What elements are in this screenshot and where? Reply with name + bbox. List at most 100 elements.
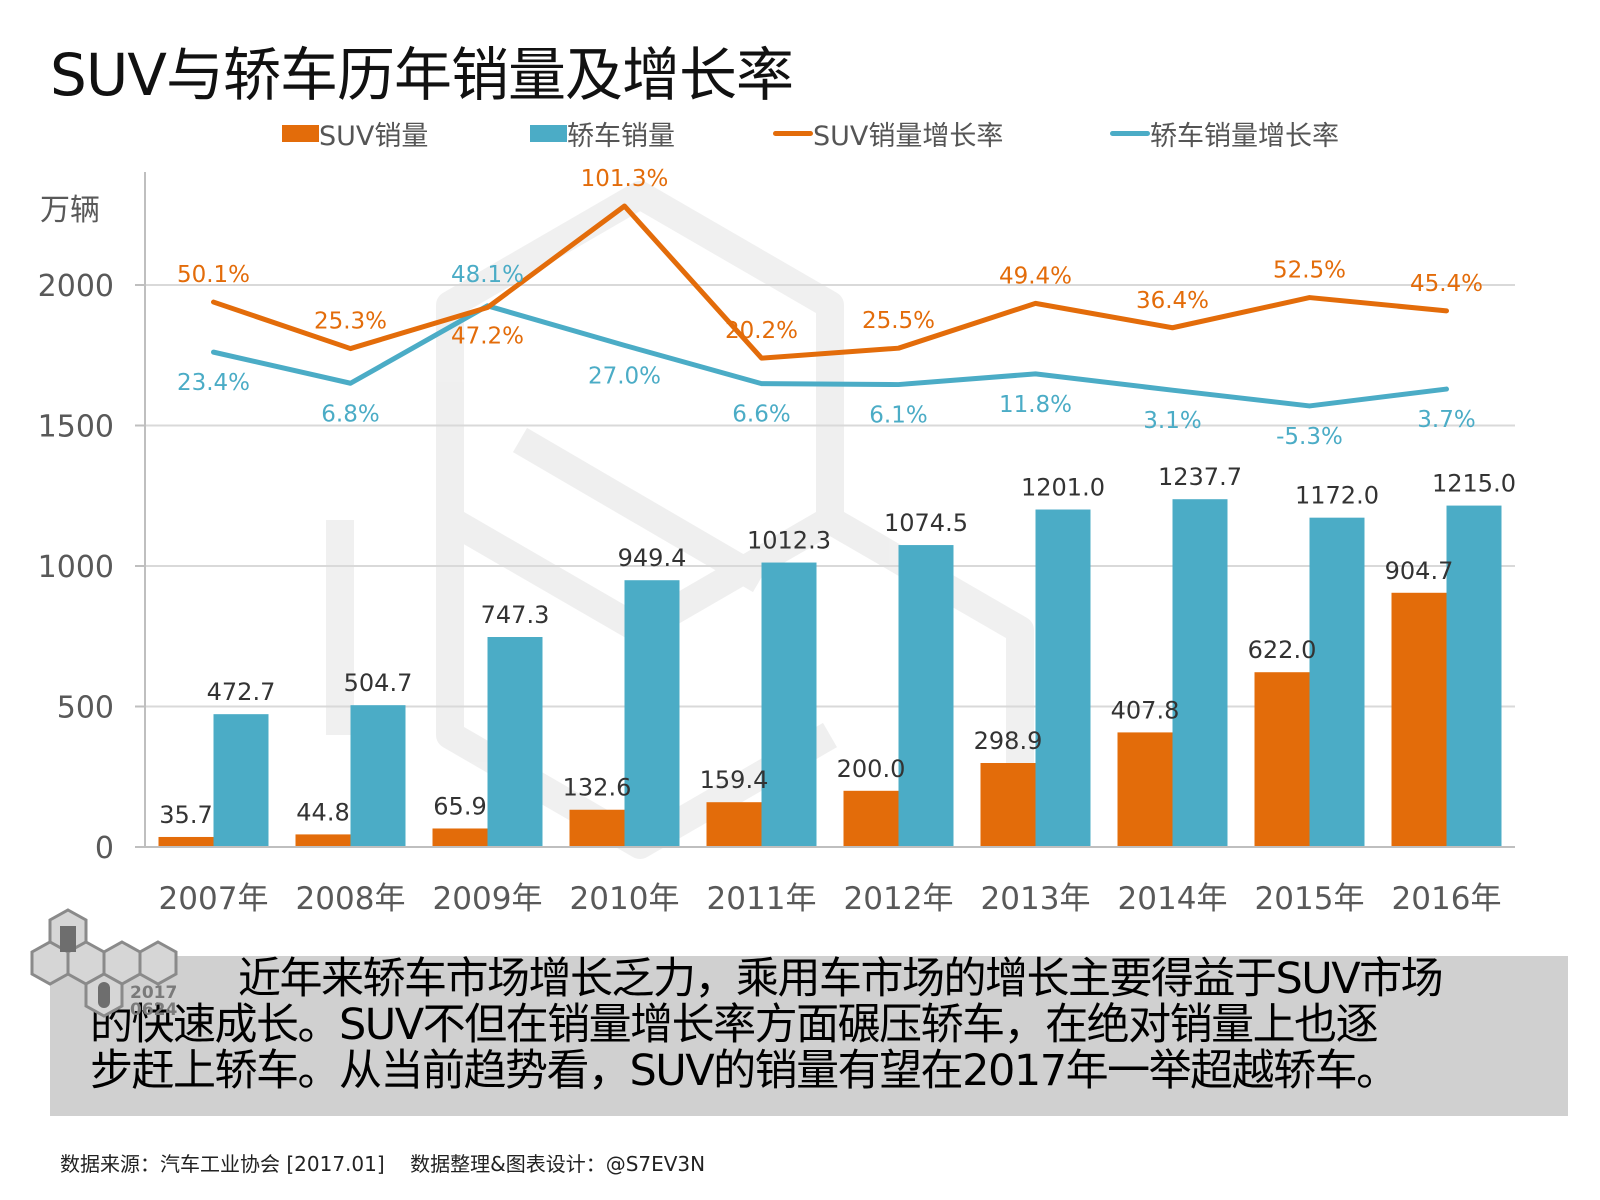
- legend-label: 轿车销量: [567, 121, 675, 152]
- legend-item-suv-growth: SUV销量增长率: [773, 114, 1003, 153]
- bar-suv-sales: [1391, 592, 1447, 847]
- bar-sedan-sales: [1309, 517, 1365, 847]
- legend-item-sedan-sales: 轿车销量: [530, 114, 675, 153]
- data-label-suv-growth: 47.2%: [451, 324, 524, 350]
- summary-line-3: 步赶上轿车。从当前趋势看，SUV的销量有望在2017年一举超越轿车。: [90, 1046, 1399, 1096]
- s7ev3n-logo-icon: [30, 908, 178, 1018]
- x-tick-label: 2014年: [1118, 881, 1228, 917]
- data-label-sedan-growth: 23.4%: [177, 370, 250, 396]
- y-axis: 0 500 1000 1500 2000 万辆: [38, 172, 146, 866]
- data-label-sedan-growth: 6.8%: [321, 401, 379, 427]
- legend-swatch-suv-sales: [282, 125, 319, 142]
- logo-date-line-2: 0624: [130, 1000, 178, 1020]
- logo-date: 2017 0624: [130, 985, 177, 1019]
- data-label-sedan-sales: 472.7: [207, 678, 276, 706]
- x-tick-label: 2011年: [707, 881, 817, 917]
- bar-suv-sales: [1117, 732, 1173, 847]
- x-tick-label: 2009年: [433, 881, 543, 917]
- x-tick-label: 2008年: [296, 881, 406, 917]
- bar-sedan-sales: [624, 580, 680, 847]
- bars: [158, 499, 1502, 847]
- line-sedan-growth: [211, 303, 1449, 409]
- data-label-sedan-sales: 1201.0: [1021, 474, 1105, 502]
- legend-swatch-sedan-growth: [1110, 131, 1150, 136]
- data-label-suv-growth: 25.5%: [862, 308, 935, 334]
- legend-label: SUV销量增长率: [813, 121, 1004, 152]
- y-tick-label: 2000: [38, 269, 114, 304]
- legend-swatch-sedan-sales: [530, 125, 567, 142]
- bar-sedan-sales: [1035, 509, 1091, 847]
- bar-sedan-sales: [487, 637, 543, 847]
- data-label-suv-growth: 49.4%: [999, 263, 1072, 289]
- data-label-suv-growth: 50.1%: [177, 262, 250, 288]
- bar-sedan-sales: [898, 545, 954, 847]
- data-label-sedan-growth: 6.1%: [869, 403, 927, 429]
- data-label-sedan-growth: -5.3%: [1276, 424, 1343, 450]
- y-axis-unit-label: 万辆: [40, 193, 100, 228]
- x-tick-label: 2010年: [570, 881, 680, 917]
- bar-suv-sales: [158, 836, 214, 847]
- summary-text: 近年来轿车市场增长乏力，乘用车市场的增长主要得益于SUV市场 的快速成长。SUV…: [90, 956, 1570, 1094]
- bar-sedan-sales: [761, 562, 817, 847]
- y-tick-label: 1000: [38, 550, 114, 585]
- data-label-suv-sales: 35.7: [159, 801, 212, 829]
- data-label-suv-sales: 44.8: [296, 798, 349, 826]
- data-label-sedan-growth: 27.0%: [588, 363, 661, 389]
- bar-sedan-sales: [213, 714, 269, 847]
- data-label-sedan-sales: 504.7: [344, 669, 413, 697]
- summary-line-1: 近年来轿车市场增长乏力，乘用车市场的增长主要得益于SUV市场: [238, 954, 1444, 1004]
- x-axis: 2007年 2008年 2009年 2010年 2011年 2012年 2013年 2014年…: [145, 846, 1515, 917]
- data-label-sedan-sales: 1012.3: [747, 527, 831, 555]
- chart-title: SUV与轿车历年销量及增长率: [50, 41, 794, 109]
- x-tick-label: 2015年: [1255, 881, 1365, 917]
- y-tick-label: 500: [57, 691, 114, 726]
- y-tick-label: 1500: [38, 410, 114, 445]
- bar-suv-sales: [980, 763, 1036, 847]
- bar-sedan-sales: [350, 705, 406, 847]
- data-label-sedan-growth: 6.6%: [732, 402, 790, 428]
- data-label-sedan-sales: 1074.5: [884, 509, 968, 537]
- data-label-sedan-sales: 1172.0: [1295, 482, 1379, 510]
- bar-sedan-sales: [1446, 505, 1502, 847]
- logo-date-line-1: 2017: [130, 983, 178, 1003]
- data-label-sedan-growth: 48.1%: [451, 262, 524, 288]
- bar-suv-sales: [706, 802, 762, 847]
- data-label-sedan-sales: 1215.0: [1432, 470, 1516, 498]
- x-tick-label: 2007年: [159, 881, 269, 917]
- data-label-suv-sales: 407.8: [1111, 696, 1180, 724]
- data-label-sedan-sales: 949.4: [618, 544, 687, 572]
- x-tick-label: 2016年: [1392, 881, 1502, 917]
- bar-suv-sales: [1254, 672, 1310, 847]
- legend-label: 轿车销量增长率: [1150, 121, 1339, 152]
- growth-lines: [211, 203, 1449, 409]
- legend-swatch-suv-growth: [773, 131, 813, 136]
- data-label-sedan-growth: 11.8%: [999, 392, 1072, 418]
- legend-item-suv-sales: SUV销量: [282, 114, 428, 153]
- y-tick-label: 0: [95, 831, 114, 866]
- bar-suv-sales: [432, 828, 488, 847]
- data-label-suv-growth: 20.2%: [725, 318, 798, 344]
- data-label-sedan-sales: 1237.7: [1158, 463, 1242, 491]
- summary-line-2: 的快速成长。SUV不但在销量增长率方面碾压轿车，在绝对销量上也逐: [90, 1000, 1379, 1050]
- legend-item-sedan-growth: 轿车销量增长率: [1110, 114, 1339, 153]
- x-tick-label: 2012年: [844, 881, 954, 917]
- data-label-suv-sales: 200.0: [837, 755, 906, 783]
- data-label-suv-growth: 52.5%: [1273, 258, 1346, 284]
- data-label-sedan-sales: 747.3: [481, 601, 550, 629]
- bar-suv-sales: [569, 809, 625, 847]
- data-label-suv-sales: 298.9: [974, 727, 1043, 755]
- data-label-sedan-growth: 3.7%: [1417, 407, 1475, 433]
- data-label-suv-sales: 904.7: [1385, 557, 1454, 585]
- source-footer: 数据来源：汽车工业协会 [2017.01] 数据整理&图表设计：@S7EV3N: [60, 1152, 706, 1176]
- bar-sedan-sales: [1172, 499, 1228, 847]
- bar-suv-sales: [843, 790, 899, 847]
- data-labels: 35.7 472.7 44.8 504.7 65.9 747.3 132.6 949.4 159…: [159, 166, 1516, 829]
- bar-suv-sales: [295, 834, 351, 847]
- data-label-suv-sales: 622.0: [1248, 636, 1317, 664]
- data-label-suv-growth: 25.3%: [314, 309, 387, 335]
- legend-label: SUV销量: [319, 121, 429, 152]
- x-tick-label: 2013年: [981, 881, 1091, 917]
- legend: SUV销量 轿车销量 SUV销量增长率 轿车销量增长率: [0, 114, 1600, 154]
- line-suv-growth: [211, 203, 1449, 361]
